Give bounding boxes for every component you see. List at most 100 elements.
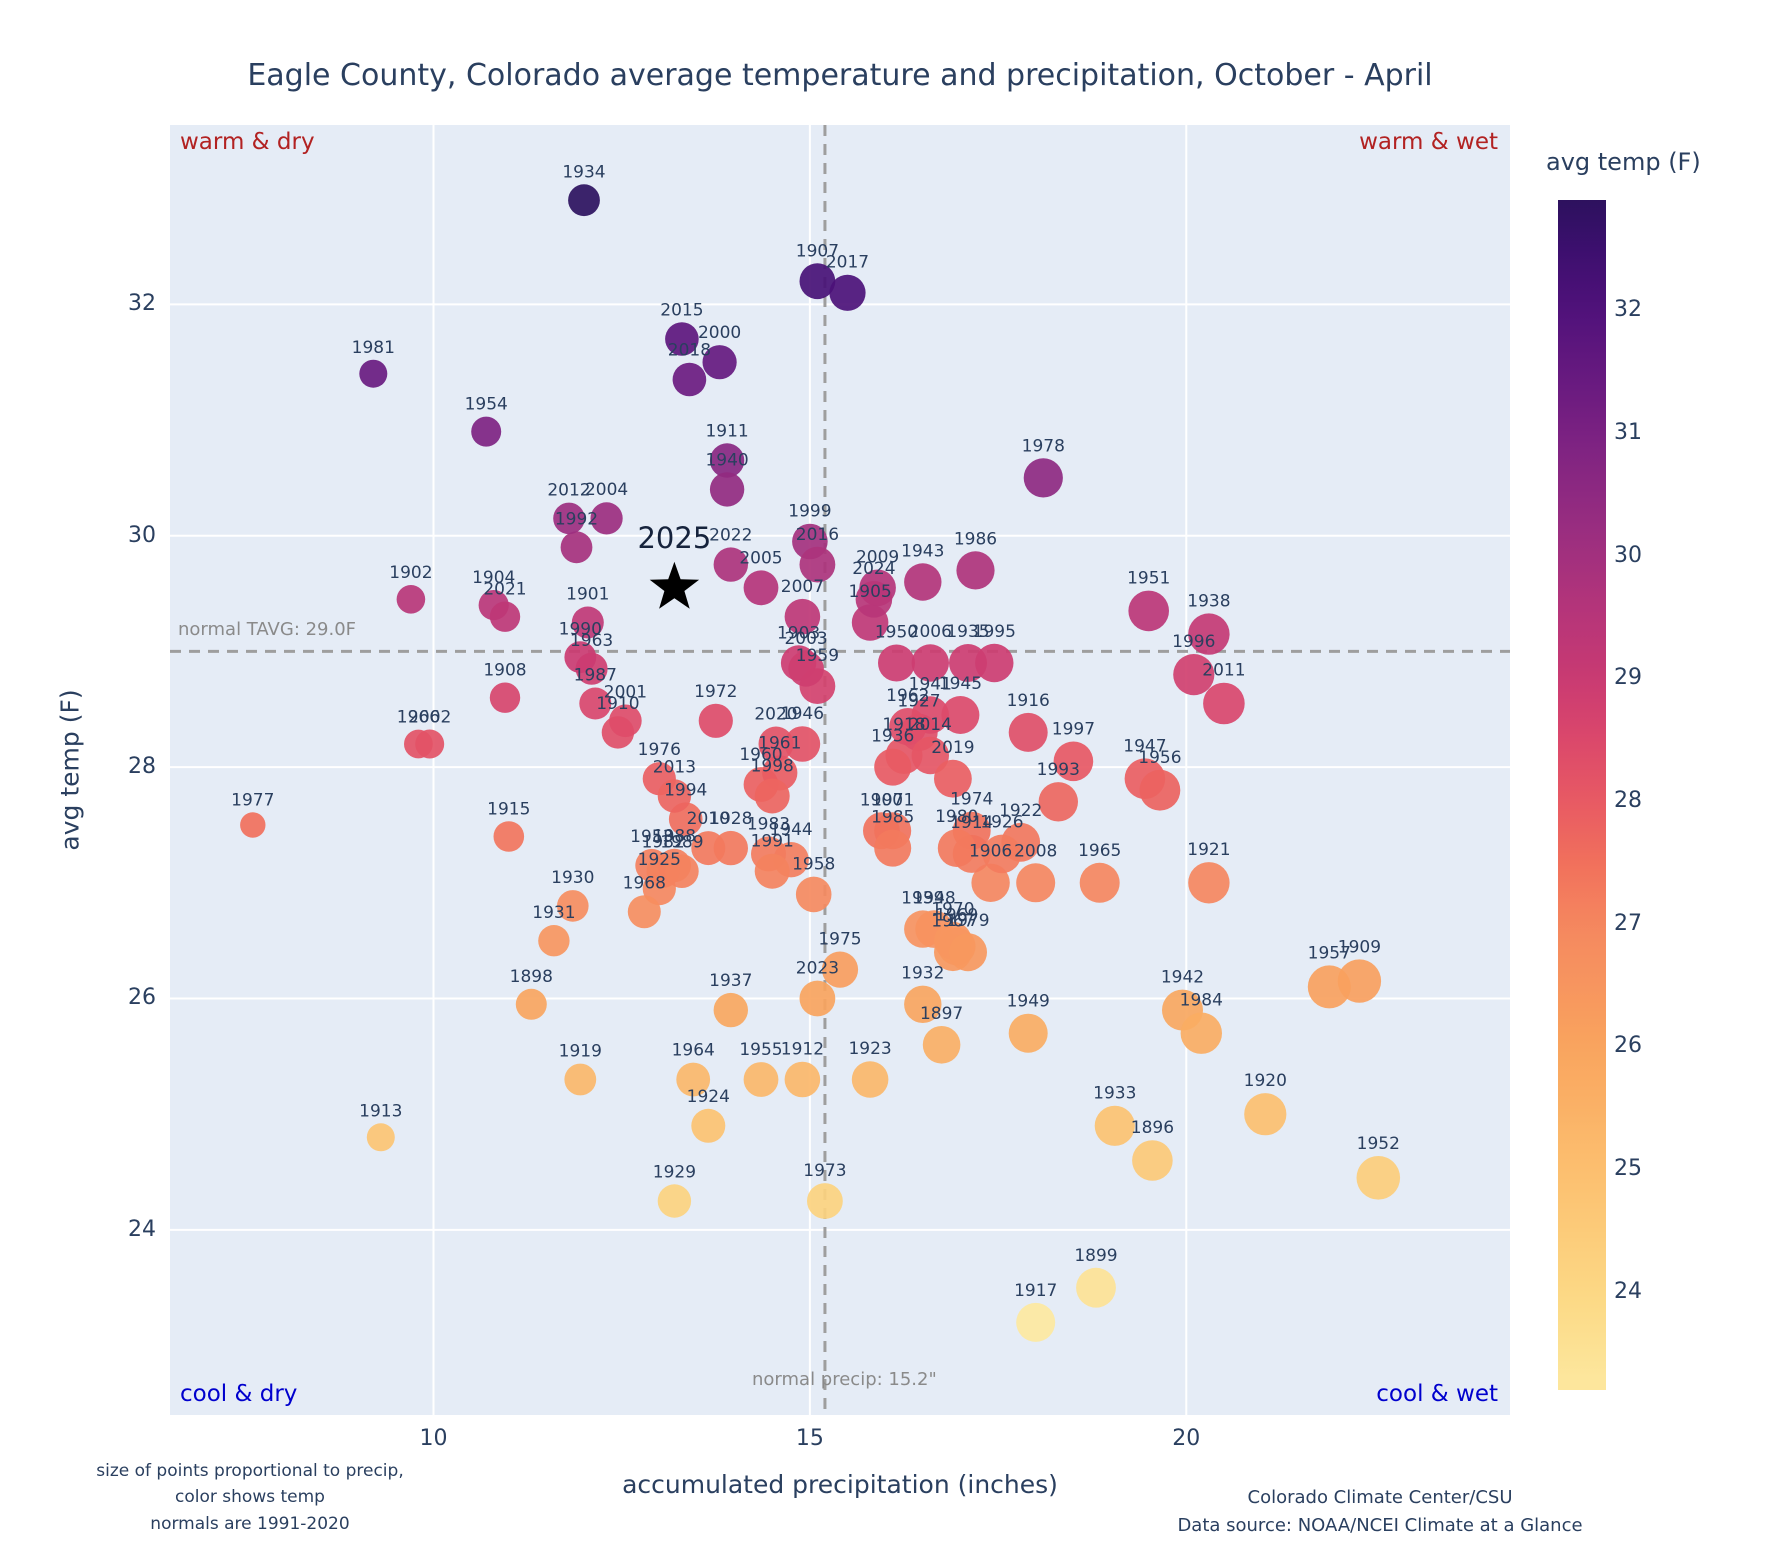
data-point-1989[interactable] xyxy=(665,854,699,888)
data-point-1926[interactable] xyxy=(982,834,1022,874)
data-point-1955[interactable] xyxy=(743,1062,779,1097)
data-point-2000[interactable] xyxy=(702,345,737,380)
data-point-1981[interactable] xyxy=(359,359,388,388)
data-point-1991[interactable] xyxy=(754,853,790,889)
data-point-2014[interactable] xyxy=(911,736,949,775)
data-point-1965[interactable] xyxy=(1079,862,1120,903)
data-point-1954[interactable] xyxy=(471,416,502,447)
data-point-2021[interactable] xyxy=(489,601,521,632)
point-label-2000: 2000 xyxy=(698,323,741,343)
data-point-2020[interactable] xyxy=(758,726,794,762)
data-point-1931[interactable] xyxy=(538,925,570,957)
data-point-2022[interactable] xyxy=(713,547,748,582)
data-point-1935[interactable] xyxy=(949,644,987,682)
data-point-1958[interactable] xyxy=(795,876,832,913)
data-point-1919[interactable] xyxy=(564,1063,597,1096)
data-point-2006[interactable] xyxy=(911,644,949,682)
data-point-2015[interactable] xyxy=(665,322,699,356)
data-point-1975[interactable] xyxy=(821,951,859,988)
data-point-1924[interactable] xyxy=(691,1108,726,1143)
data-point-1998[interactable] xyxy=(754,778,790,814)
data-point-1979[interactable] xyxy=(949,933,987,972)
data-point-1973[interactable] xyxy=(807,1183,843,1219)
data-point-1901[interactable] xyxy=(571,606,604,639)
data-point-1930[interactable] xyxy=(557,890,589,922)
data-point-1934[interactable] xyxy=(568,184,600,217)
data-point-2019[interactable] xyxy=(934,759,972,798)
data-point-1897[interactable] xyxy=(922,1026,961,1064)
data-point-1945[interactable] xyxy=(941,696,980,734)
data-point-1964[interactable] xyxy=(676,1062,711,1097)
data-point-2023[interactable] xyxy=(799,980,836,1017)
data-point-2005[interactable] xyxy=(743,570,779,606)
data-point-1899[interactable] xyxy=(1076,1267,1116,1308)
data-point-1995[interactable] xyxy=(975,643,1014,683)
data-point-1949[interactable] xyxy=(1008,1013,1048,1053)
data-point-1940[interactable] xyxy=(709,472,745,507)
data-point-2010[interactable] xyxy=(691,831,726,866)
data-point-1997[interactable] xyxy=(1053,741,1094,782)
data-point-1936[interactable] xyxy=(874,748,912,786)
data-point-1946[interactable] xyxy=(784,726,821,762)
data-point-1977[interactable] xyxy=(240,812,266,838)
data-point-1896[interactable] xyxy=(1132,1140,1173,1181)
data-point-2012[interactable] xyxy=(553,502,585,535)
data-point-1978[interactable] xyxy=(1023,458,1063,498)
point-label-2014: 2014 xyxy=(909,715,952,735)
data-point-1972[interactable] xyxy=(698,703,733,738)
data-point-1929[interactable] xyxy=(657,1184,692,1218)
data-point-1950[interactable] xyxy=(878,644,915,682)
highlight-star-2025[interactable] xyxy=(649,561,700,609)
data-point-1985[interactable] xyxy=(874,829,912,867)
data-point-1911[interactable] xyxy=(709,443,745,478)
data-point-1957[interactable] xyxy=(1307,965,1351,1009)
data-point-2002[interactable] xyxy=(415,729,445,759)
data-point-1913[interactable] xyxy=(366,1123,395,1152)
point-label-1917: 1917 xyxy=(1014,1281,1057,1301)
data-point-1996[interactable] xyxy=(1173,654,1215,696)
data-point-1932[interactable] xyxy=(904,985,942,1023)
data-point-1916[interactable] xyxy=(1008,712,1048,752)
data-point-2004[interactable] xyxy=(590,502,623,535)
colorbar-tick-30: 30 xyxy=(1614,542,1642,568)
data-point-1907[interactable] xyxy=(799,263,836,300)
data-point-2017[interactable] xyxy=(829,274,866,311)
data-point-1968[interactable] xyxy=(627,895,661,929)
data-point-1915[interactable] xyxy=(493,821,525,852)
data-point-1917[interactable] xyxy=(1016,1302,1056,1342)
data-point-1987[interactable] xyxy=(579,687,612,720)
data-point-1906[interactable] xyxy=(971,863,1010,902)
data-point-2016[interactable] xyxy=(799,546,836,583)
data-point-1938[interactable] xyxy=(1188,613,1230,655)
data-point-2003[interactable] xyxy=(788,651,824,687)
data-point-2011[interactable] xyxy=(1203,682,1245,725)
data-point-2007[interactable] xyxy=(784,598,821,635)
data-point-1898[interactable] xyxy=(515,988,547,1020)
data-point-2008[interactable] xyxy=(1016,863,1056,903)
plot-area[interactable]: 1896 1897 1898 1899 1900 1901 1902 1903 1904 1905… xyxy=(170,125,1510,1415)
data-point-2013[interactable] xyxy=(657,779,692,813)
data-point-1937[interactable] xyxy=(713,992,748,1028)
data-point-1908[interactable] xyxy=(489,682,521,713)
data-point-1921[interactable] xyxy=(1188,862,1230,904)
data-point-1943[interactable] xyxy=(904,563,942,601)
data-point-1993[interactable] xyxy=(1038,782,1078,822)
data-point-1956[interactable] xyxy=(1139,769,1181,811)
data-point-1923[interactable] xyxy=(851,1061,889,1098)
data-point-1962[interactable] xyxy=(889,708,927,746)
data-point-1990[interactable] xyxy=(564,641,597,674)
data-point-2024[interactable] xyxy=(855,581,893,618)
data-point-1951[interactable] xyxy=(1128,590,1169,632)
data-point-1984[interactable] xyxy=(1180,1012,1222,1054)
data-point-1933[interactable] xyxy=(1094,1105,1135,1146)
data-point-1992[interactable] xyxy=(560,531,593,564)
point-label-1929: 1929 xyxy=(653,1162,696,1182)
data-point-1986[interactable] xyxy=(956,551,995,590)
data-point-1952[interactable] xyxy=(1356,1156,1401,1200)
data-point-2018[interactable] xyxy=(672,362,707,397)
data-point-1912[interactable] xyxy=(784,1061,821,1098)
data-point-1902[interactable] xyxy=(396,585,426,614)
data-point-1920[interactable] xyxy=(1244,1093,1287,1136)
data-point-2001[interactable] xyxy=(609,704,642,738)
data-point-1980[interactable] xyxy=(937,829,976,867)
